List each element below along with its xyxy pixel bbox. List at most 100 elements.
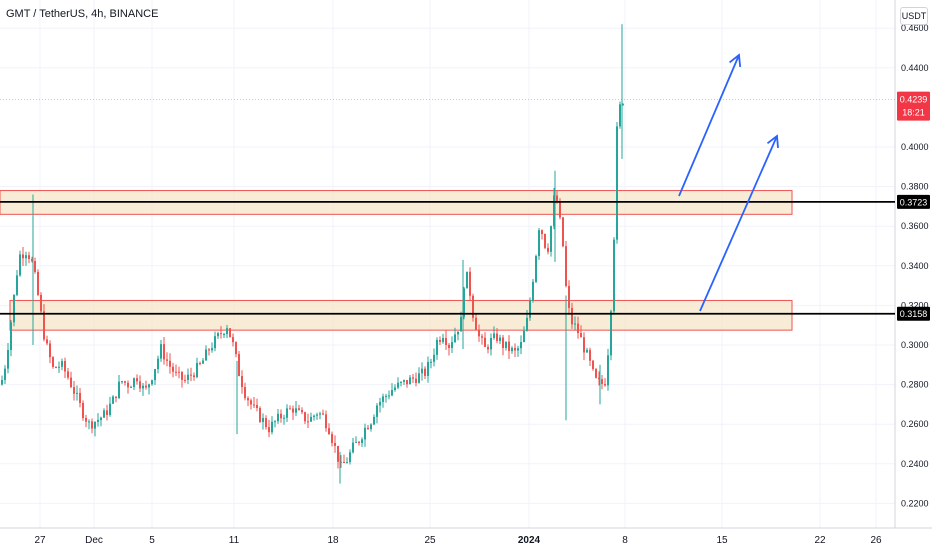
candle-body (529, 300, 531, 318)
candle-body (442, 337, 444, 342)
candle-body (346, 462, 348, 464)
candle-body (229, 328, 231, 338)
candle-body (88, 421, 90, 423)
time-tick: 25 (424, 535, 436, 546)
candle-body (403, 380, 405, 382)
candle-body (571, 307, 573, 325)
candle-body (121, 381, 123, 383)
candle-body (589, 349, 591, 361)
candle-body (319, 413, 321, 415)
candle-body (202, 360, 204, 364)
arrow-head (729, 53, 742, 68)
candle-body (562, 217, 564, 247)
candle-body (448, 344, 450, 348)
candle-body (610, 311, 612, 356)
candle-body (142, 385, 144, 389)
candle-body (472, 295, 474, 318)
time-tick: 11 (229, 535, 240, 546)
price-tick: 0.2600 (901, 419, 929, 429)
candle-body (154, 369, 156, 381)
candle-body (241, 376, 243, 388)
candle-body (196, 362, 198, 378)
candle-body (55, 366, 57, 368)
candle-body (148, 384, 150, 388)
projection-arrows[interactable] (678, 53, 779, 312)
horizontal-levels[interactable] (0, 200, 895, 315)
level-price-label: 0.3723 (900, 197, 928, 207)
candle-body (238, 354, 240, 377)
candle-body (406, 380, 408, 385)
candle-body (43, 311, 45, 340)
candle-body (397, 382, 399, 388)
candle-body (421, 368, 423, 374)
candle-body (418, 373, 420, 383)
support-zone[interactable] (9, 299, 793, 331)
candle-body (367, 427, 369, 430)
candle-body (103, 410, 105, 418)
candle-body (277, 413, 279, 422)
candle-body (328, 428, 330, 435)
candle-body (487, 346, 489, 350)
candle-body (361, 439, 363, 444)
candle-body (214, 336, 216, 349)
candle-body (379, 401, 381, 406)
candle-body (145, 385, 147, 388)
candle-body (46, 339, 48, 344)
time-tick: 18 (327, 535, 339, 546)
candle-body (463, 288, 465, 317)
candle-body (178, 371, 180, 373)
candle-body (622, 104, 624, 106)
candle-body (481, 336, 483, 338)
candle-body (247, 398, 249, 401)
candle-body (127, 382, 129, 388)
candle-body (232, 337, 234, 343)
projection-arrow[interactable] (699, 135, 778, 312)
price-scale[interactable]: 0.4600 0.4400 0.4000 0.3800 0.3600 0.3400 0.32… (901, 23, 929, 508)
candle-body (541, 230, 543, 235)
candle-body (235, 342, 237, 355)
candle-body (583, 337, 585, 353)
candle-body (256, 405, 258, 409)
candle-body (52, 357, 54, 367)
candle-body (616, 126, 618, 240)
candle-body (424, 368, 426, 376)
projection-arrow[interactable] (678, 54, 740, 197)
candle-body (427, 361, 429, 376)
candle-body (439, 339, 441, 342)
time-tick: 27 (34, 535, 46, 546)
candle-body (280, 413, 282, 419)
candle-body (91, 421, 93, 429)
price-tick: 0.3600 (901, 221, 929, 231)
symbol-title[interactable]: GMT / TetherUS, 4h, BINANCE (6, 8, 159, 20)
candle-body (250, 400, 252, 405)
candle-body (478, 330, 480, 337)
candle-body (505, 341, 507, 348)
candle-body (409, 377, 411, 385)
price-tick: 0.3400 (901, 261, 929, 271)
time-axis[interactable]: 27 Dec 5 11 18 25 2024 8 15 22 26 (34, 535, 882, 546)
currency-button[interactable]: USDT (900, 7, 928, 25)
candle-body (604, 383, 606, 386)
candle-body (301, 409, 303, 413)
candle-body (25, 255, 27, 259)
candle-body (130, 386, 132, 388)
candle-body (394, 387, 396, 391)
price-tick: 0.2200 (901, 498, 929, 508)
candle-body (517, 348, 519, 351)
candle-body (430, 361, 432, 363)
candle-body (385, 395, 387, 397)
candle-body (184, 379, 186, 381)
candle-body (223, 334, 225, 336)
candle-body (262, 418, 264, 422)
candle-body (10, 322, 12, 351)
candle-body (325, 414, 327, 429)
candle-body (373, 416, 375, 425)
candle-body (484, 337, 486, 347)
candle-body (139, 381, 141, 389)
bar-countdown-label: 18:21 (902, 108, 925, 118)
candle-body (382, 396, 384, 402)
candle-body (349, 452, 351, 463)
candle-body (97, 420, 99, 422)
candle-body (31, 258, 33, 262)
